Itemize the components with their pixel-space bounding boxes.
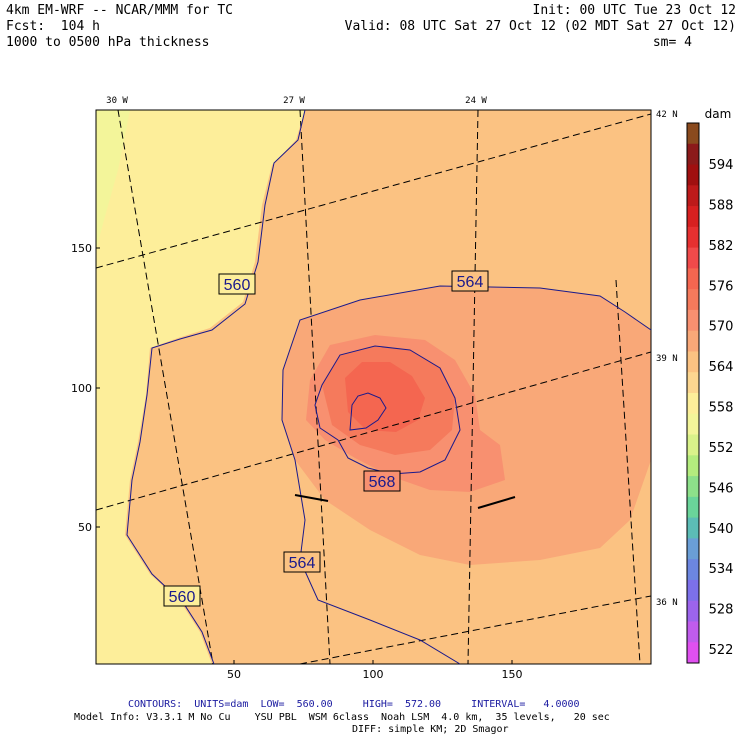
colorbar-swatch [687, 642, 699, 664]
meridian-27w [299, 110, 331, 664]
diff-info: DIFF: simple KM; 2D Smagor [352, 724, 509, 735]
colorbar-swatch [687, 123, 699, 145]
colorbar-tick-label: 522 [709, 643, 734, 658]
colorbar-frame [686, 122, 700, 664]
colorbar-swatch [687, 289, 699, 311]
colorbar-swatch [687, 621, 699, 643]
contour-560-line [126, 110, 306, 664]
lat-label-36n: 36 N [656, 598, 678, 608]
parallel-42n [96, 113, 651, 269]
colorbar-swatch [687, 185, 699, 207]
contours-info: CONTOURS: UNITS=dam LOW= 560.00 HIGH= 57… [128, 699, 580, 710]
colorbar-swatch [687, 600, 699, 622]
colorbar-swatch [687, 579, 699, 602]
colorbar-swatch [687, 309, 699, 332]
meridian-21w [615, 279, 641, 664]
init-time: Init: 00 UTC Tue 23 Oct 12 [532, 3, 737, 18]
wind-barb-east [477, 496, 516, 509]
contour-572-line [349, 392, 387, 431]
contour-label-560-bottom: 560 [169, 589, 196, 606]
colorbar-labels: 594 588 582 576 570 564 558 552 546 540 534 528 522 [709, 158, 734, 658]
axis-ticks [96, 247, 513, 664]
colorbar-swatch [687, 517, 699, 539]
colorbar-swatch [687, 559, 699, 581]
lon-label-27w: 27 W [283, 96, 305, 106]
contour-label-568: 568 [369, 474, 396, 491]
colorbar-tick-label: 594 [709, 158, 734, 173]
colorbar [686, 122, 700, 664]
colorbar-swatch [687, 247, 699, 269]
x-tick-50: 50 [227, 668, 241, 681]
colorbar-unit: dam [705, 107, 732, 121]
field-name: 1000 to 0500 hPa thickness [6, 35, 210, 50]
colorbar-tick-label: 552 [709, 441, 734, 456]
colorbar-swatch [687, 268, 699, 290]
colorbar-swatch [687, 351, 699, 373]
colorbar-swatch [687, 206, 699, 228]
meridian-24w [467, 110, 479, 664]
smoothing-label: sm= 4 [652, 35, 692, 50]
contour-lines [126, 110, 651, 664]
colorbar-tick-label: 540 [709, 522, 734, 537]
y-tick-100: 100 [71, 382, 92, 395]
valid-time: Valid: 08 UTC Sat 27 Oct 12 (02 MDT Sat … [344, 19, 736, 34]
colorbar-swatch [687, 226, 699, 249]
colorbar-swatch [687, 413, 699, 436]
parallel-39n [96, 351, 651, 511]
y-tick-50: 50 [78, 521, 92, 534]
y-tick-150: 150 [71, 242, 92, 255]
fill-570-region [345, 362, 425, 432]
colorbar-swatch [687, 455, 699, 477]
parallel-36n [299, 595, 651, 664]
colorbar-swatch [687, 393, 699, 415]
wind-barb-west [294, 494, 329, 502]
axis-labels: 150 100 50 50 100 150 [71, 242, 523, 681]
colorbar-tick-label: 588 [709, 198, 734, 213]
colorbar-swatch [687, 496, 699, 519]
latlon-labels: 30 W 27 W 24 W 42 N 39 N 36 N [106, 96, 678, 608]
colorbar-tick-label: 582 [709, 239, 734, 254]
colorbar-swatch [687, 164, 699, 186]
colorbar-tick-label: 570 [709, 320, 734, 335]
latlon-grid [96, 110, 651, 664]
lon-label-30w: 30 W [106, 96, 128, 106]
fill-556-region [96, 110, 130, 250]
colorbar-swatch [687, 434, 699, 456]
colorbar-tick-label: 576 [709, 279, 734, 294]
contour-564-line [281, 285, 651, 664]
x-tick-150: 150 [502, 668, 523, 681]
colorbar-tick-label: 546 [709, 481, 734, 496]
contour-label-group: 560 564 568 564 560 [163, 270, 489, 607]
colorbar-swatch [687, 330, 699, 352]
colorbar-swatch [687, 476, 699, 498]
model-title: 4km EM-WRF -- NCAR/MMM for TC [6, 3, 233, 18]
lat-label-42n: 42 N [656, 110, 678, 120]
colorbar-swatch [687, 538, 699, 560]
fill-558-region [96, 110, 305, 664]
x-tick-100: 100 [363, 668, 384, 681]
contour-label-560-top: 560 [224, 277, 251, 294]
contour-label-564-top: 564 [457, 274, 484, 291]
lat-label-39n: 39 N [656, 354, 678, 364]
colorbar-tick-label: 558 [709, 401, 734, 416]
colorbar-tick-label: 534 [709, 562, 734, 577]
contour-568-line [314, 345, 461, 475]
meridian-30w [117, 110, 214, 664]
colorbar-tick-label: 528 [709, 603, 734, 618]
forecast-hour: Fcst: 104 h [6, 19, 100, 34]
colorbar-swatch [687, 143, 699, 166]
colorbar-tick-label: 564 [709, 360, 734, 375]
thickness-fill [96, 110, 651, 664]
contour-label-564-bottom: 564 [289, 555, 316, 572]
colorbar-swatch [687, 372, 699, 394]
lon-label-24w: 24 W [465, 96, 487, 106]
model-info: Model Info: V3.3.1 M No Cu YSU PBL WSM 6… [74, 712, 610, 723]
